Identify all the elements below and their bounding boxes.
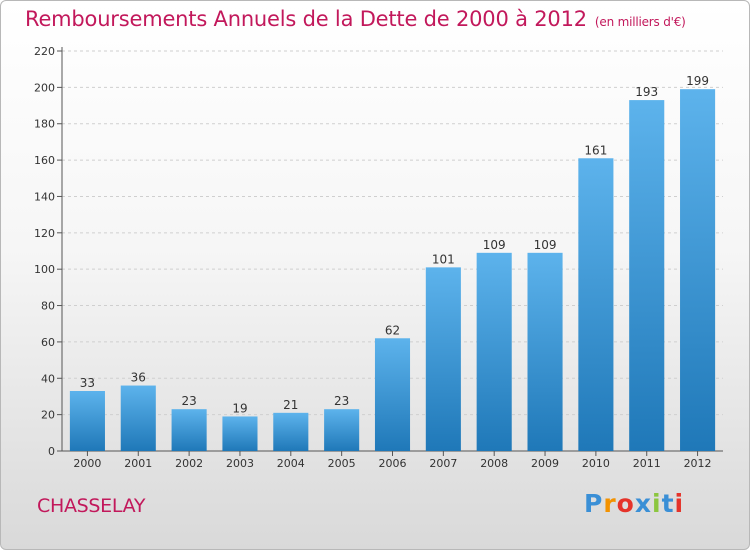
x-tick-label: 2011 [633, 457, 661, 470]
y-tick-label: 220 [34, 45, 55, 58]
chart-title-text: Remboursements Annuels de la Dette de 20… [25, 7, 587, 31]
bar [171, 409, 207, 451]
data-label: 23 [334, 394, 349, 408]
y-tick-label: 180 [34, 118, 55, 131]
bar [120, 385, 156, 451]
bar [273, 412, 309, 451]
chart-title: Remboursements Annuels de la Dette de 20… [25, 7, 686, 31]
data-label: 109 [483, 238, 506, 252]
brand-letter: P [584, 489, 604, 518]
x-tick-label: 2010 [582, 457, 610, 470]
x-tick-label: 2012 [684, 457, 712, 470]
x-tick-label: 2005 [328, 457, 356, 470]
data-label: 23 [181, 394, 196, 408]
x-tick-label: 2000 [73, 457, 101, 470]
data-label: 21 [283, 398, 298, 412]
brand-letter: i [674, 489, 685, 518]
brand-letter: o [616, 489, 635, 518]
brand-letter: i [652, 489, 662, 518]
brand-letter: t [661, 489, 675, 518]
y-tick-label: 200 [34, 81, 55, 94]
y-tick-label: 140 [34, 190, 55, 203]
bar [527, 252, 563, 451]
y-tick-label: 60 [41, 336, 55, 349]
bar [476, 252, 512, 451]
bar [680, 89, 716, 451]
bar [578, 158, 614, 452]
brand-logo: Proxiti [584, 489, 684, 518]
chart-subtitle: (en milliers d'€) [594, 15, 686, 29]
y-tick-label: 80 [41, 300, 55, 313]
x-tick-label: 2004 [277, 457, 305, 470]
x-tick-label: 2003 [226, 457, 254, 470]
data-label: 161 [584, 143, 607, 157]
data-label: 109 [534, 238, 557, 252]
bar [629, 100, 665, 451]
x-tick-label: 2006 [379, 457, 407, 470]
data-label: 36 [131, 371, 146, 385]
x-tick-label: 2001 [124, 457, 152, 470]
x-tick-label: 2007 [429, 457, 457, 470]
y-tick-label: 0 [48, 445, 55, 458]
city-name: CHASSELAY [37, 495, 146, 517]
data-label: 101 [432, 252, 455, 266]
data-label: 199 [686, 74, 709, 88]
brand-letter: x [634, 489, 652, 518]
y-tick-label: 120 [34, 227, 55, 240]
data-label: 193 [635, 85, 658, 99]
bar [425, 267, 461, 451]
data-label: 19 [232, 401, 247, 415]
bar [324, 409, 360, 451]
y-tick-label: 100 [34, 263, 55, 276]
data-label: 33 [80, 376, 95, 390]
brand-letter: r [603, 489, 617, 518]
bar [222, 416, 258, 451]
y-tick-label: 160 [34, 154, 55, 167]
y-tick-label: 40 [41, 372, 55, 385]
data-label: 62 [385, 323, 400, 337]
x-tick-label: 2009 [531, 457, 559, 470]
x-tick-label: 2008 [480, 457, 508, 470]
x-tick-label: 2002 [175, 457, 203, 470]
bar [374, 338, 411, 451]
y-tick-label: 20 [41, 409, 55, 422]
bar [69, 391, 105, 451]
